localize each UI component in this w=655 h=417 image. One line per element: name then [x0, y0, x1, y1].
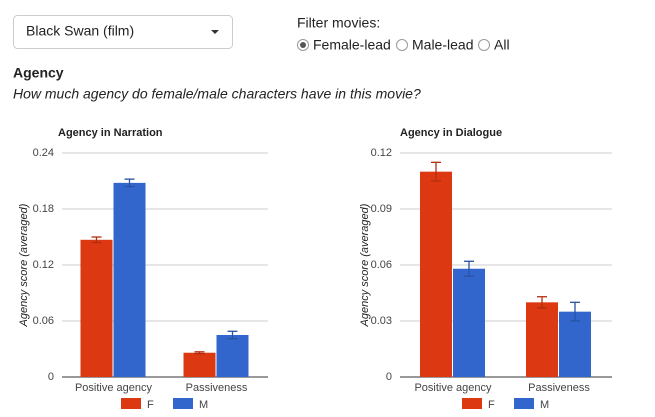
dropdown-caret[interactable] [211, 30, 219, 34]
bar [80, 239, 113, 377]
error-bar [464, 260, 474, 277]
dropdown-text[interactable]: Black Swan (film) [26, 23, 134, 39]
dropdown[interactable] [13, 15, 233, 49]
y-tick-label: 0.12 [33, 259, 54, 271]
radio-dot[interactable] [300, 42, 306, 48]
error-bar [570, 301, 580, 322]
bar [216, 335, 249, 377]
bar [183, 352, 216, 377]
error-bar [124, 178, 135, 188]
legend-swatch [462, 398, 482, 409]
x-tick-label: Positive agency [75, 382, 153, 394]
y-tick-label: 0.09 [371, 203, 392, 215]
error-bar [194, 351, 205, 355]
radio-label[interactable]: Male-lead [412, 37, 473, 53]
heading: Agency [13, 65, 64, 81]
bar [559, 311, 591, 377]
y-tick-label: 0.03 [371, 315, 392, 327]
y-tick-label: 0 [48, 371, 54, 383]
radio-label[interactable]: All [494, 37, 510, 53]
error-bar [537, 296, 547, 309]
legend-label: F [488, 399, 495, 411]
bar [420, 171, 452, 377]
error-bar [91, 236, 102, 244]
y-tick-label: 0.06 [371, 259, 392, 271]
legend-swatch [121, 398, 141, 409]
question: How much agency do female/male character… [13, 86, 421, 102]
chart-title: Agency in Dialogue [400, 127, 502, 139]
x-tick-label: Passiveness [186, 382, 248, 394]
y-tick-label: 0.12 [371, 147, 392, 159]
legend-label: M [540, 399, 549, 411]
filter-label: Filter movies: [297, 15, 380, 31]
bar [113, 182, 146, 377]
radio[interactable] [396, 39, 408, 51]
bar [453, 268, 485, 377]
legend-label: F [147, 399, 154, 411]
y-tick-label: 0.06 [33, 315, 54, 327]
x-tick-label: Positive agency [414, 382, 492, 394]
radio-label[interactable]: Female-lead [313, 37, 391, 53]
x-tick-label: Passiveness [528, 382, 590, 394]
legend-swatch [514, 398, 534, 409]
chart-title: Agency in Narration [58, 127, 163, 139]
y-axis-label: Agency score (averaged) [18, 203, 30, 327]
y-tick-label: 0 [386, 371, 392, 383]
error-bar [227, 330, 238, 340]
y-tick-label: 0.24 [33, 147, 54, 159]
radio[interactable] [478, 39, 490, 51]
legend-swatch [173, 398, 193, 409]
error-bar [431, 161, 441, 182]
bar [526, 302, 558, 377]
y-tick-label: 0.18 [33, 203, 54, 215]
legend-label: M [199, 399, 208, 411]
y-axis-label: Agency score (averaged) [359, 203, 371, 327]
